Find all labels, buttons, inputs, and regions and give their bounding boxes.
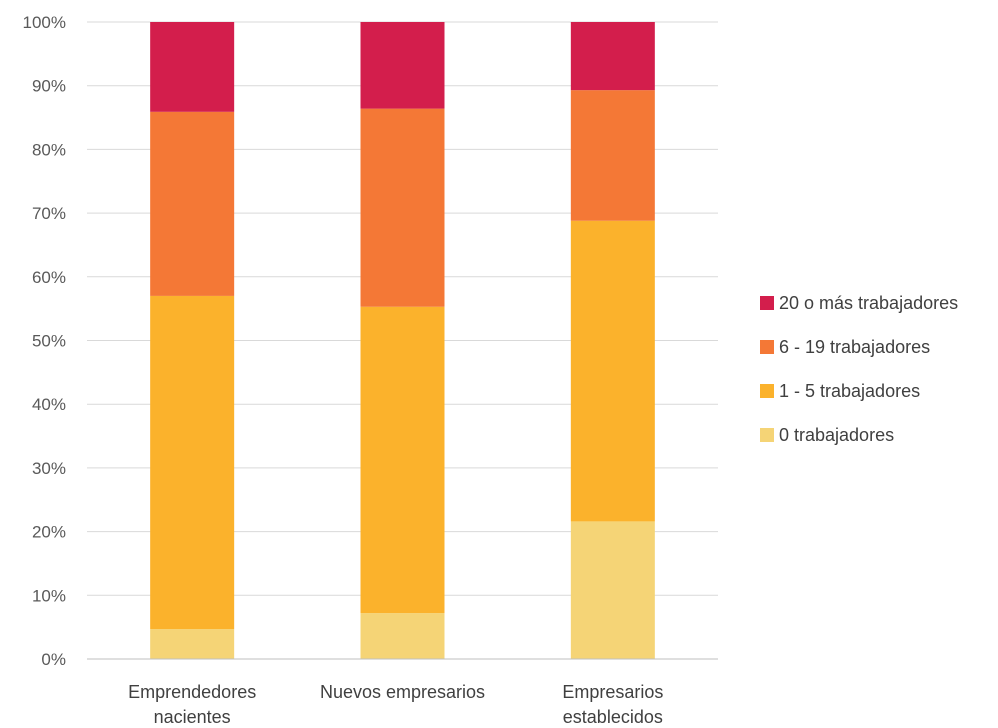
legend-swatch: [760, 384, 774, 398]
y-tick-label: 60%: [32, 268, 66, 287]
bar-segment: [150, 295, 235, 630]
y-tick-label: 0%: [41, 650, 66, 669]
y-tick-label: 50%: [32, 332, 66, 351]
bar-segment: [570, 90, 655, 221]
bars: [150, 22, 655, 659]
bar-segment: [150, 22, 235, 112]
y-tick-label: 40%: [32, 395, 66, 414]
bar-segment: [570, 521, 655, 659]
y-axis-tick-labels: 0% 10% 20% 30% 40% 50% 60% 70% 80% 90% 100%: [23, 13, 66, 669]
legend: 20 o más trabajadores 6 - 19 trabajadores…: [760, 293, 958, 445]
legend-label: 6 - 19 trabajadores: [779, 337, 930, 357]
bar-segment: [570, 220, 655, 522]
x-category-label-line: nacientes: [154, 707, 231, 727]
y-tick-label: 30%: [32, 459, 66, 478]
x-category-label: Nuevos empresarios: [320, 682, 485, 702]
y-tick-label: 20%: [32, 523, 66, 542]
y-tick-label: 90%: [32, 77, 66, 96]
bar-segment: [150, 111, 235, 296]
y-tick-label: 10%: [32, 586, 66, 605]
legend-label: 1 - 5 trabajadores: [779, 381, 920, 401]
legend-label: 0 trabajadores: [779, 425, 894, 445]
x-category-label-line: establecidos: [563, 707, 663, 727]
x-category-label: Emprendedores nacientes: [128, 682, 256, 727]
legend-label: 20 o más trabajadores: [779, 293, 958, 313]
y-tick-label: 100%: [23, 13, 66, 32]
x-axis-category-labels: Emprendedores nacientes Nuevos empresarios…: [128, 682, 663, 727]
x-category-label: Empresarios establecidos: [562, 682, 663, 727]
x-category-label-line: Empresarios: [562, 682, 663, 702]
bar-segment: [360, 22, 445, 109]
y-tick-label: 70%: [32, 204, 66, 223]
bar-segment: [360, 108, 445, 307]
legend-swatch: [760, 428, 774, 442]
bar-segment: [360, 306, 445, 614]
x-category-label-line: Emprendedores: [128, 682, 256, 702]
y-tick-label: 80%: [32, 140, 66, 159]
legend-swatch: [760, 296, 774, 310]
bar-segment: [570, 22, 655, 91]
bar-segment: [360, 613, 445, 659]
x-category-label-line: Nuevos empresarios: [320, 682, 485, 702]
bar-segment: [150, 629, 235, 659]
legend-swatch: [760, 340, 774, 354]
